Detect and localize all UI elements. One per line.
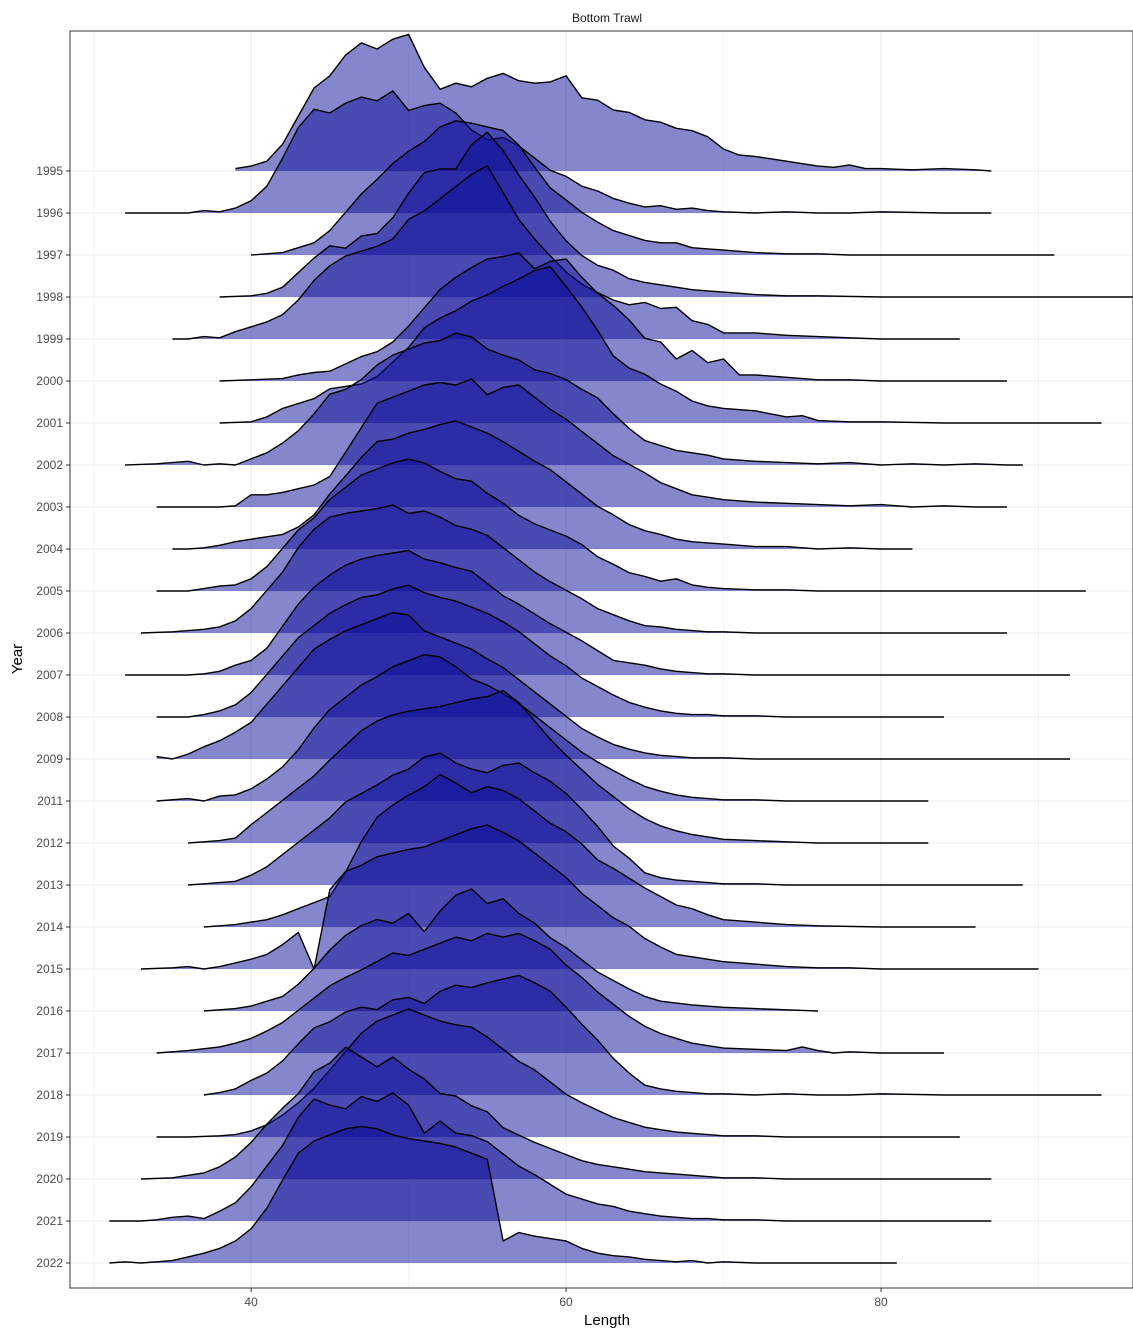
plot-border — [69, 30, 1133, 1289]
y-tick-label: 1999 — [36, 332, 63, 346]
ridge-line — [140, 824, 1039, 970]
ridge-line — [156, 584, 944, 718]
x-axis-title: Length — [584, 1312, 630, 1329]
ridge-2022 — [109, 1125, 897, 1264]
y-tick-label: 2009 — [36, 752, 63, 766]
y-tick-label: 2022 — [36, 1256, 63, 1270]
ridge-line — [188, 689, 929, 844]
x-axis-ticks: 40 60 80 — [244, 1288, 888, 1309]
ridge-series-group — [109, 33, 1133, 1264]
ridge-line — [140, 504, 1007, 634]
y-tick-label: 2006 — [36, 626, 63, 640]
ridge-line — [172, 165, 960, 340]
ridge-line — [156, 458, 1086, 592]
ridge-line — [203, 974, 1102, 1096]
y-tick-label: 2020 — [36, 1172, 63, 1186]
y-tick-label: 2011 — [37, 794, 63, 808]
y-tick-label: 1998 — [36, 290, 63, 304]
ridge-line — [156, 611, 1070, 760]
ridge-line — [156, 653, 929, 802]
ridge-line — [219, 252, 1007, 382]
ridge-line — [172, 420, 913, 550]
x-tick-label: 80 — [874, 1295, 888, 1309]
y-tick-label: 1996 — [36, 206, 63, 220]
y-tick-label: 2021 — [36, 1214, 63, 1228]
x-tick-label: 40 — [244, 1295, 258, 1309]
ridge-line — [156, 932, 944, 1054]
ridge-line — [125, 549, 1070, 676]
ridge-2002 — [125, 332, 1023, 466]
ridge-line — [203, 888, 819, 1012]
y-tick-label: 2007 — [36, 668, 63, 682]
ridge-area — [172, 165, 960, 339]
y-tick-label: 2005 — [36, 584, 63, 598]
y-axis-ticks: 1995 1996 1997 1998 1999 2000 2001 2002 2003 2004… — [36, 164, 70, 1270]
y-tick-label: 2016 — [36, 1004, 63, 1018]
ridge-line — [251, 120, 1055, 256]
ridge-line — [156, 378, 1007, 508]
ridge-line — [188, 752, 1023, 886]
ridge-area — [125, 91, 992, 213]
ridge-area — [109, 1126, 897, 1263]
ridge-line — [109, 1125, 897, 1264]
y-tick-label: 2008 — [36, 710, 63, 724]
y-axis-title: Year — [9, 644, 26, 674]
y-tick-label: 2012 — [36, 836, 63, 850]
y-tick-label: 2019 — [36, 1130, 63, 1144]
x-tick-label: 60 — [559, 1295, 573, 1309]
ridge-line — [140, 1046, 992, 1180]
ridge-line — [219, 131, 1133, 298]
ridge-area — [125, 333, 1023, 465]
y-tick-label: 2017 — [36, 1046, 63, 1060]
ridge-line — [125, 332, 1023, 466]
y-tick-label: 2013 — [36, 878, 63, 892]
ridge-line — [219, 266, 1102, 424]
y-tick-label: 2015 — [36, 962, 63, 976]
ridge-line — [109, 1092, 992, 1222]
y-tick-label: 2002 — [36, 458, 63, 472]
y-tick-label: 2004 — [36, 542, 63, 556]
y-tick-label: 2014 — [36, 920, 63, 934]
y-tick-label: 2003 — [36, 500, 63, 514]
y-tick-label: 1995 — [36, 164, 63, 178]
chart-title: Bottom Trawl — [572, 11, 642, 25]
y-tick-label: 1997 — [36, 248, 63, 262]
ridge-line — [235, 33, 992, 172]
y-tick-label: 2001 — [36, 416, 63, 430]
y-tick-label: 2000 — [36, 374, 63, 388]
ridge-line — [203, 773, 976, 928]
ridge-1999 — [172, 165, 960, 340]
y-tick-label: 2018 — [36, 1088, 63, 1102]
